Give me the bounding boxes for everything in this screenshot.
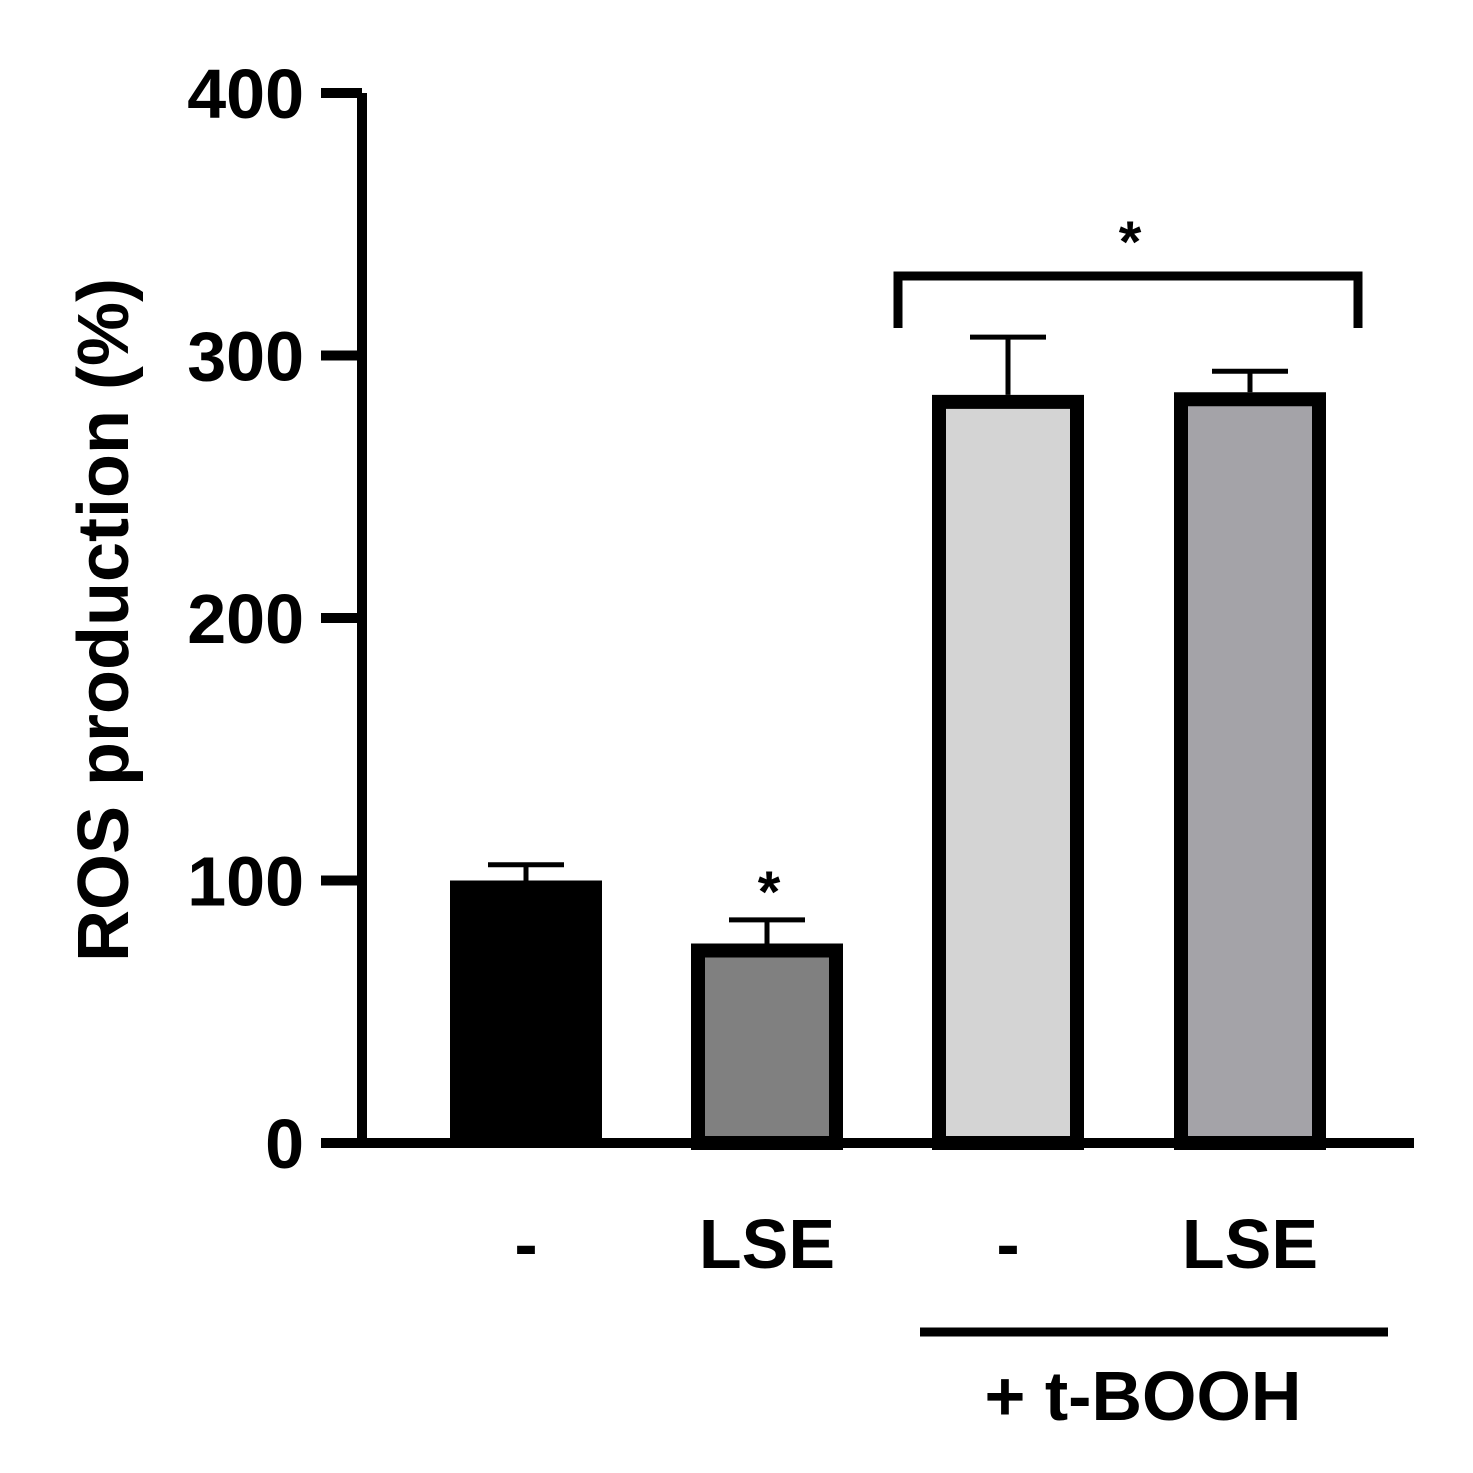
group-label: + t-BOOH [985, 1357, 1302, 1435]
y-tick-label-2: 200 [187, 580, 304, 658]
error-bar-1 [729, 917, 805, 944]
x-category-label-0: - [514, 1205, 537, 1283]
error-bar-2 [970, 334, 1046, 395]
error-bar-3 [1212, 368, 1288, 393]
bar-3 [1174, 392, 1326, 1150]
y-tick-label-3: 300 [187, 318, 304, 396]
y-tick-label-0: 0 [265, 1105, 304, 1183]
bar-0 [450, 880, 602, 1143]
y-ticks: 0 100 200 300 400 [187, 55, 362, 1183]
bar-1 [691, 943, 843, 1150]
bar-significance-star: * [758, 860, 781, 925]
x-category-label-3: LSE [1182, 1205, 1318, 1283]
error-bars-layer [488, 334, 1288, 944]
x-category-label-1: LSE [699, 1205, 835, 1283]
y-tick-label-4: 400 [187, 55, 304, 133]
y-axis-label: ROS production (%) [64, 278, 144, 962]
y-tick-label-1: 100 [187, 843, 304, 921]
bars-layer [450, 392, 1326, 1150]
error-bar-0 [488, 862, 564, 881]
bracket-significance-star: * [1119, 210, 1142, 275]
bar-2 [932, 394, 1084, 1150]
x-category-labels: - LSE - LSE [514, 1205, 1318, 1283]
significance-bracket [893, 271, 1363, 328]
x-category-label-2: - [996, 1205, 1019, 1283]
